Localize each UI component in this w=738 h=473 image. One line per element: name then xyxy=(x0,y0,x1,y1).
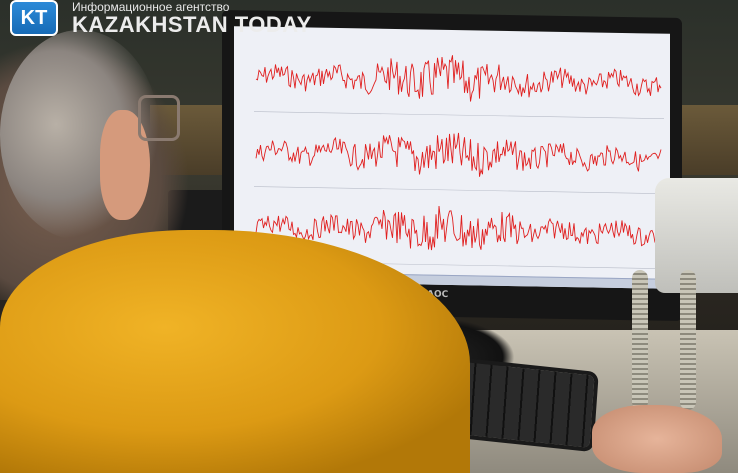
seismic-trace xyxy=(255,132,662,177)
logo: KT Информационное агентство KAZAKHSTAN T… xyxy=(10,0,390,37)
monitor-screen xyxy=(234,26,670,289)
logo-subtitle: Информационное агентство xyxy=(72,0,230,14)
seismic-trace xyxy=(255,55,662,102)
trace-divider xyxy=(254,111,664,120)
logo-mark: KT xyxy=(10,0,58,36)
logo-name: KAZAKHSTAN TODAY xyxy=(72,12,312,37)
hand xyxy=(592,405,722,473)
seismic-trace xyxy=(255,206,662,251)
yellow-sweater xyxy=(0,230,470,473)
monitor: AOC xyxy=(222,9,682,322)
phone-cord xyxy=(632,270,648,410)
telephone xyxy=(655,178,738,293)
ear xyxy=(100,110,150,220)
seismogram-traces xyxy=(254,55,664,270)
phone-cord xyxy=(680,270,696,410)
trace-divider xyxy=(254,186,664,195)
glasses xyxy=(138,95,180,141)
